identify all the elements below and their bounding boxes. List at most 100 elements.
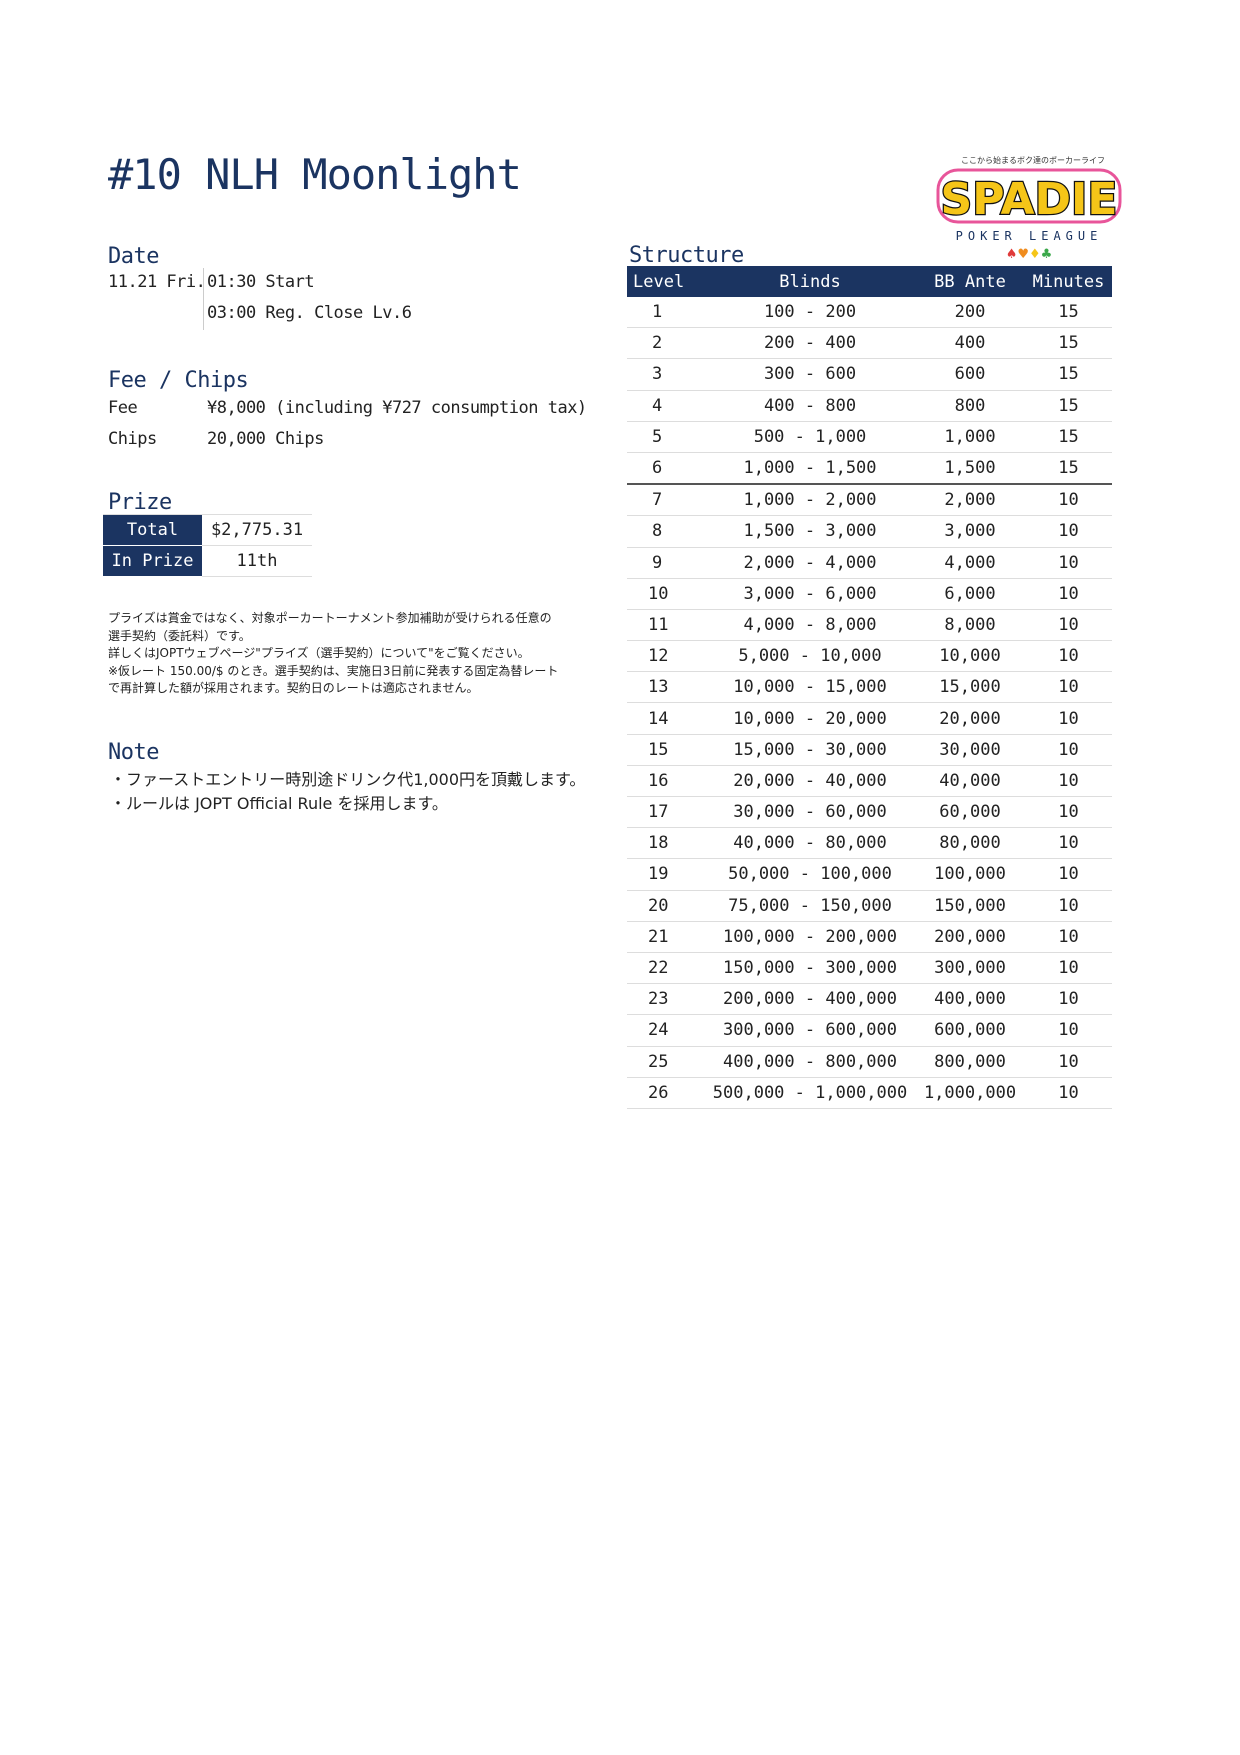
- table-row: 8 1,500 - 3,000 3,000 10: [627, 515, 1112, 548]
- cell-minutes: 10: [1025, 515, 1112, 548]
- table-row: 13 10,000 - 15,000 15,000 10: [627, 671, 1112, 704]
- disclaimer: プライズは賞金ではなく、対象ポーカートーナメント参加補助が受けられる任意の 選手…: [108, 610, 588, 698]
- cell-level: 26: [627, 1077, 705, 1109]
- disclaimer-line: 選手契約（委託料）です。: [108, 628, 251, 643]
- cell-minutes: 10: [1025, 734, 1112, 766]
- cell-level: 22: [627, 952, 705, 985]
- cell-blinds: 40,000 - 80,000: [705, 827, 915, 860]
- cell-blinds: 75,000 - 150,000: [705, 890, 915, 922]
- cell-minutes: 15: [1025, 297, 1112, 329]
- cell-blinds: 500 - 1,000: [705, 421, 915, 453]
- cell-blinds: 50,000 - 100,000: [705, 858, 915, 891]
- cell-blinds: 4,000 - 8,000: [705, 609, 915, 642]
- spadie-logo: ここから始まるボク達のポーカーライフ SPADIE POKER LEAGUE ♠…: [936, 155, 1122, 262]
- cell-bb-ante: 60,000: [915, 796, 1025, 829]
- cell-minutes: 10: [1025, 1046, 1112, 1078]
- chips-value: 20,000 Chips: [207, 429, 324, 449]
- cell-blinds: 3,000 - 6,000: [705, 578, 915, 610]
- cell-bb-ante: 2,000: [915, 484, 1025, 517]
- cell-minutes: 10: [1025, 921, 1112, 953]
- cell-minutes: 10: [1025, 609, 1112, 642]
- cell-bb-ante: 20,000: [915, 702, 1025, 735]
- cell-bb-ante: 80,000: [915, 827, 1025, 860]
- cell-blinds: 10,000 - 15,000: [705, 671, 915, 704]
- table-row: 19 50,000 - 100,000 100,000 10: [627, 858, 1112, 891]
- table-row: 5 500 - 1,000 1,000 15: [627, 421, 1112, 453]
- structure-table: Level Blinds BB Ante Minutes 1 100 - 200 2…: [627, 266, 1112, 1109]
- svg-text:POKER LEAGUE: POKER LEAGUE: [956, 229, 1103, 243]
- table-row: 20 75,000 - 150,000 150,000 10: [627, 890, 1112, 922]
- disclaimer-line: プライズは賞金ではなく、対象ポーカートーナメント参加補助が受けられる任意の: [108, 611, 552, 625]
- cell-minutes: 15: [1025, 358, 1112, 391]
- cell-minutes: 10: [1025, 858, 1112, 891]
- cell-minutes: 10: [1025, 827, 1112, 860]
- cell-level: 20: [627, 890, 705, 922]
- table-row: 11 4,000 - 8,000 8,000 10: [627, 609, 1112, 642]
- table-row: 18 40,000 - 80,000 80,000 10: [627, 827, 1112, 860]
- col-blinds: Blinds: [705, 266, 915, 297]
- cell-bb-ante: 15,000: [915, 671, 1025, 704]
- cell-minutes: 10: [1025, 484, 1112, 517]
- disclaimer-line: 詳しくはJOPTウェブページ"プライズ（選手契約）について"をご覧ください。: [108, 646, 530, 660]
- table-row: 14 10,000 - 20,000 20,000 10: [627, 702, 1112, 735]
- cell-minutes: 10: [1025, 640, 1112, 673]
- in-prize-label: In Prize: [103, 545, 202, 577]
- cell-bb-ante: 100,000: [915, 858, 1025, 891]
- in-prize-value: 11th: [202, 545, 312, 577]
- note-item: ・ルールは JOPT Official Rule を採用します。: [110, 794, 448, 813]
- reg-close: 03:00 Reg. Close Lv.6: [207, 303, 412, 323]
- disclaimer-line: ※仮レート 150.00/$ のとき。選手契約は、実施日3日前に発表する固定為替…: [108, 663, 559, 678]
- cell-bb-ante: 1,000,000: [915, 1077, 1025, 1109]
- table-row: 1 100 - 200 200 15: [627, 297, 1112, 329]
- cell-bb-ante: 30,000: [915, 734, 1025, 766]
- chips-label: Chips: [108, 429, 157, 449]
- cell-minutes: 15: [1025, 421, 1112, 453]
- cell-blinds: 400,000 - 800,000: [705, 1046, 915, 1078]
- cell-bb-ante: 150,000: [915, 890, 1025, 922]
- cell-level: 11: [627, 609, 705, 642]
- cell-level: 5: [627, 421, 705, 453]
- cell-level: 25: [627, 1046, 705, 1078]
- fee-heading: Fee / Chips: [108, 368, 249, 393]
- svg-text:SPADIE: SPADIE: [941, 174, 1118, 225]
- cell-blinds: 5,000 - 10,000: [705, 640, 915, 673]
- cell-level: 21: [627, 921, 705, 953]
- start-time: 01:30 Start: [207, 272, 315, 292]
- cell-level: 8: [627, 515, 705, 548]
- table-row: 26 500,000 - 1,000,000 1,000,000 10: [627, 1077, 1112, 1109]
- total-value: $2,775.31: [202, 514, 312, 546]
- cell-level: 19: [627, 858, 705, 891]
- total-label: Total: [103, 514, 202, 546]
- fee-label: Fee: [108, 398, 138, 418]
- cell-level: 3: [627, 358, 705, 391]
- cell-level: 23: [627, 983, 705, 1016]
- cell-minutes: 10: [1025, 1077, 1112, 1109]
- cell-bb-ante: 200: [915, 297, 1025, 329]
- cell-blinds: 15,000 - 30,000: [705, 734, 915, 766]
- table-row: 4 400 - 800 800 15: [627, 390, 1112, 422]
- col-minutes: Minutes: [1025, 266, 1112, 297]
- cell-minutes: 15: [1025, 327, 1112, 360]
- cell-blinds: 100,000 - 200,000: [705, 921, 915, 953]
- cell-minutes: 10: [1025, 952, 1112, 985]
- disclaimer-line: で再計算した額が採用されます。契約日のレートは適応されません。: [108, 681, 479, 695]
- cell-bb-ante: 6,000: [915, 578, 1025, 610]
- cell-level: 1: [627, 297, 705, 329]
- cell-bb-ante: 600: [915, 358, 1025, 391]
- cell-bb-ante: 300,000: [915, 952, 1025, 985]
- cell-bb-ante: 200,000: [915, 921, 1025, 953]
- table-row: 17 30,000 - 60,000 60,000 10: [627, 796, 1112, 829]
- cell-blinds: 30,000 - 60,000: [705, 796, 915, 829]
- table-row: 23 200,000 - 400,000 400,000 10: [627, 983, 1112, 1016]
- table-row: 3 300 - 600 600 15: [627, 358, 1112, 391]
- cell-blinds: 20,000 - 40,000: [705, 765, 915, 798]
- cell-blinds: 1,500 - 3,000: [705, 515, 915, 548]
- cell-bb-ante: 400: [915, 327, 1025, 360]
- prize-table: Total $2,775.31 In Prize 11th: [103, 514, 312, 577]
- date-day: 11.21 Fri.: [108, 272, 206, 292]
- cell-minutes: 10: [1025, 547, 1112, 579]
- cell-blinds: 200 - 400: [705, 327, 915, 360]
- cell-bb-ante: 8,000: [915, 609, 1025, 642]
- cell-bb-ante: 600,000: [915, 1014, 1025, 1047]
